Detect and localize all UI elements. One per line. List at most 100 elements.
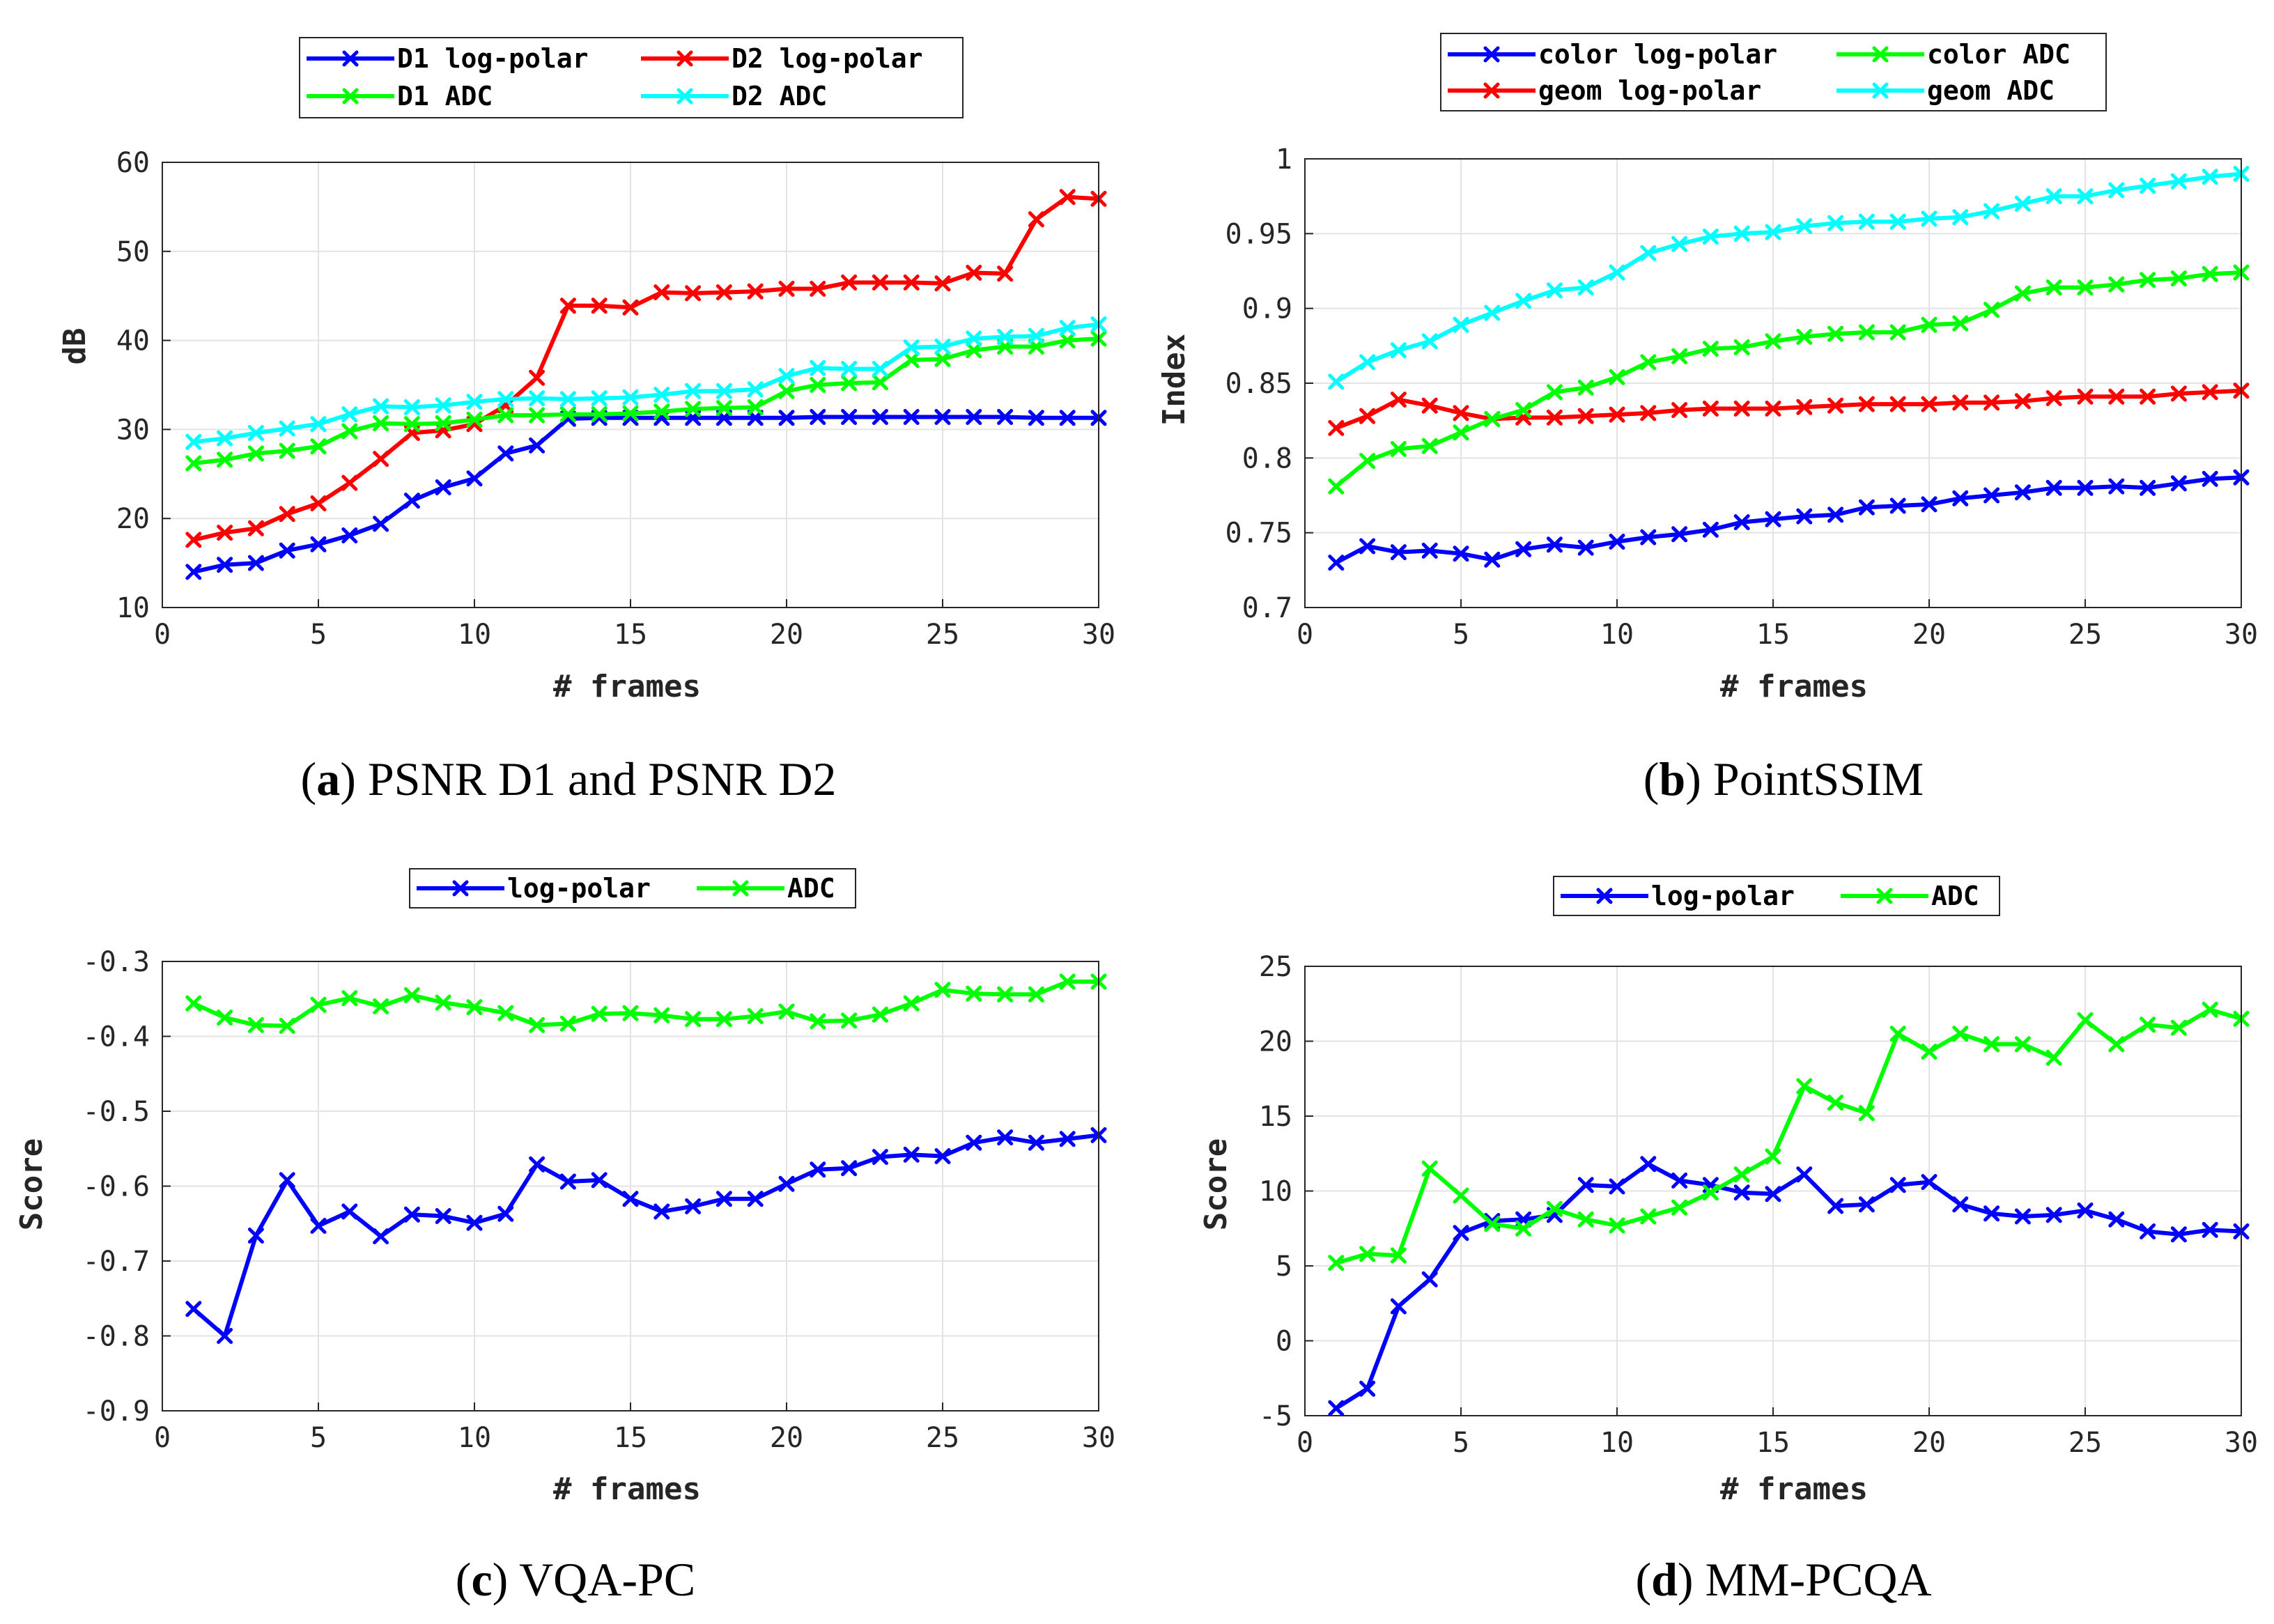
legend-label-adc: ADC	[1931, 881, 1979, 911]
legend-label-d1-adc: D1 ADC	[397, 81, 493, 111]
y-tick-label: 0.85	[1225, 368, 1292, 400]
series-line	[1335, 388, 2242, 431]
y-tick-label: -0.8	[83, 1321, 150, 1353]
series-adc	[1330, 1003, 2248, 1269]
series-log-polar	[187, 1129, 1105, 1342]
series-log-polar	[1330, 1158, 2248, 1415]
series-geom-adc	[1330, 168, 2248, 388]
x-tick-label: 10	[458, 619, 491, 651]
legend-entry-color-log-polar: color log-polar	[1448, 39, 1777, 70]
data-point	[187, 1303, 200, 1315]
x-tick-label: 20	[1912, 1427, 1946, 1459]
gridlines	[162, 961, 1099, 1412]
legend-entry-log-polar: log-polar	[417, 873, 651, 904]
x-tick-label: 5	[310, 1422, 327, 1454]
panel-b-caption-text: PointSSIM	[1713, 752, 1924, 805]
series-d1-log-polar	[187, 411, 1105, 578]
panel-a-caption-text: PSNR D1 and PSNR D2	[368, 752, 837, 805]
data-point	[1330, 376, 1343, 388]
panel-c: 0 5 10 15 20 25 30 -0.9 -0.8 -0.7 -0.6 -0.5 -0.4 -0.3…	[14, 868, 1115, 1606]
series-d2-log-polar	[187, 191, 1105, 546]
y-tick-label: 1	[1276, 144, 1292, 176]
series-line	[193, 415, 1099, 574]
series-geom-log-polar	[1330, 385, 2248, 435]
x-tick-label: 10	[1600, 619, 1634, 651]
y-tick-label: -0.4	[83, 1021, 150, 1053]
data-point	[1030, 213, 1042, 226]
series-color-adc	[1330, 266, 2248, 493]
y-tick-label: 0	[1276, 1326, 1292, 1358]
x-tick-label: 25	[926, 1422, 959, 1454]
y-tick-label: 50	[116, 236, 150, 268]
panel-d-legend: log-polar ADC	[1553, 876, 2000, 916]
legend-entry-log-polar: log-polar	[1561, 881, 1795, 911]
x-tick-label: 0	[154, 1422, 171, 1454]
data-point	[531, 1158, 543, 1170]
y-tick-label: 0.95	[1225, 218, 1292, 250]
legend-entry-d1-log-polar: D1 log-polar	[307, 43, 589, 74]
data-point	[1330, 1402, 1343, 1414]
gridlines	[1304, 158, 2242, 608]
panel-a: 0 5 10 15 20 25 30 10 20 30 40 50 60 D1 log-polar D2…	[57, 37, 1115, 805]
x-tick-label: 20	[770, 619, 803, 651]
y-tick-label: 30	[116, 414, 150, 446]
y-tick-label: 10	[1259, 1176, 1292, 1208]
x-tick-label: 15	[614, 1422, 647, 1454]
legend-label-log-polar: log-polar	[507, 873, 651, 904]
y-tick-label: 5	[1276, 1251, 1292, 1283]
panel-d-caption: (d) MM-PCQA	[1635, 1553, 1931, 1606]
legend-entry-d2-log-polar: D2 log-polar	[641, 43, 923, 74]
panel-a-xlabel: # frames	[553, 669, 701, 704]
x-tick-label: 20	[1912, 619, 1946, 651]
panel-b-ylabel: Index	[1157, 334, 1192, 426]
legend-entry-color-adc: color ADC	[1836, 39, 2071, 70]
data-point	[281, 1174, 293, 1186]
y-tick-label: 0.9	[1242, 293, 1292, 325]
data-point	[375, 1230, 387, 1243]
legend-label-log-polar: log-polar	[1651, 881, 1795, 911]
legend-label-color-log-polar: color log-polar	[1538, 39, 1777, 70]
legend-entry-d2-adc: D2 ADC	[641, 81, 827, 111]
x-tick-label: 0	[1297, 619, 1313, 651]
y-tick-label: 25	[1259, 951, 1292, 983]
panel-c-caption: (c) VQA-PC	[456, 1553, 695, 1606]
y-tick-label: 0.7	[1242, 592, 1292, 624]
x-tick-label: 15	[1756, 619, 1790, 651]
y-tick-label: -0.5	[83, 1096, 150, 1128]
series-line	[193, 322, 1099, 444]
panel-d-caption-letter: d	[1651, 1553, 1678, 1606]
legend-entry-adc: ADC	[1841, 881, 1979, 911]
data-point	[343, 477, 356, 489]
series-line	[1335, 1007, 2242, 1265]
x-tick-label: 0	[154, 619, 171, 651]
x-tick-label: 10	[458, 1422, 491, 1454]
series-d1-adc	[187, 332, 1105, 470]
series-line	[1334, 270, 2242, 488]
legend-label-geom-adc: geom ADC	[1927, 75, 2055, 106]
panel-a-legend: D1 log-polar D2 log-polar D1 ADC D2 ADC	[299, 37, 964, 118]
data-point	[1423, 1273, 1436, 1285]
data-point	[1798, 1168, 1811, 1181]
series-line	[192, 1133, 1099, 1338]
y-tick-label: 0.75	[1225, 518, 1292, 550]
series-d2-adc	[187, 318, 1105, 449]
series-line	[192, 980, 1099, 1028]
x-tick-label: 0	[1297, 1427, 1313, 1459]
legend-entry-d1-adc: D1 ADC	[307, 81, 493, 111]
legend-label-d2-adc: D2 ADC	[732, 81, 827, 111]
series-line	[1335, 171, 2242, 384]
panel-b-caption-letter: b	[1659, 752, 1685, 805]
x-tick-label: 30	[1082, 619, 1115, 651]
series-color-log-polar	[1330, 471, 2248, 569]
data-point	[2110, 1038, 2123, 1051]
x-tick-label: 30	[2225, 619, 2258, 651]
legend-entry-geom-adc: geom ADC	[1836, 75, 2055, 106]
y-tick-label: 15	[1259, 1101, 1292, 1133]
legend-label-d2-log-polar: D2 log-polar	[732, 43, 923, 74]
legend-label-color-adc: color ADC	[1927, 39, 2071, 70]
series-line	[193, 337, 1099, 465]
x-tick-label: 5	[1453, 619, 1469, 651]
